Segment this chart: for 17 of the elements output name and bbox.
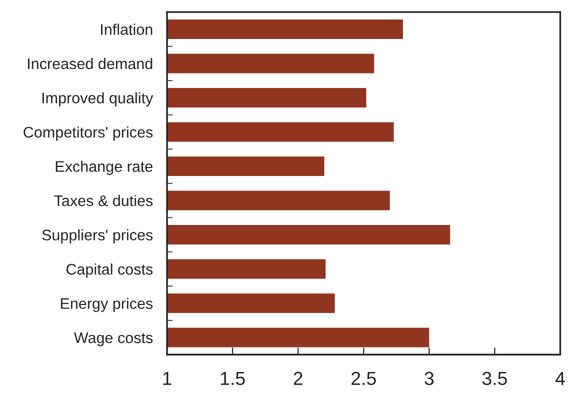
x-tick-label: 3.5	[482, 372, 507, 386]
y-tick-label: Improved quality	[42, 92, 154, 106]
y-tick-label: Suppliers' prices	[42, 229, 153, 244]
y-tick-label: Exchange rate	[56, 160, 152, 175]
y-tick-label: Inflation	[101, 24, 152, 35]
x-tick-label: 2	[294, 372, 302, 385]
y-tick-label: Capital costs	[66, 263, 153, 278]
y-tick-label: Taxes & duties	[54, 194, 153, 206]
y-tick-label: Energy prices	[61, 298, 153, 312]
x-tick-label: 2.5	[352, 372, 376, 386]
x-tick-label: 3	[424, 372, 434, 386]
x-tick-label: 4	[555, 372, 565, 385]
x-tick-label: 1	[163, 372, 172, 385]
y-tick-label: Increased demand	[28, 58, 152, 70]
x-tick-label: 1.5	[220, 372, 245, 386]
y-tick-label: Competitors' prices	[24, 126, 153, 141]
y-tick-label: Wage costs	[74, 332, 153, 346]
